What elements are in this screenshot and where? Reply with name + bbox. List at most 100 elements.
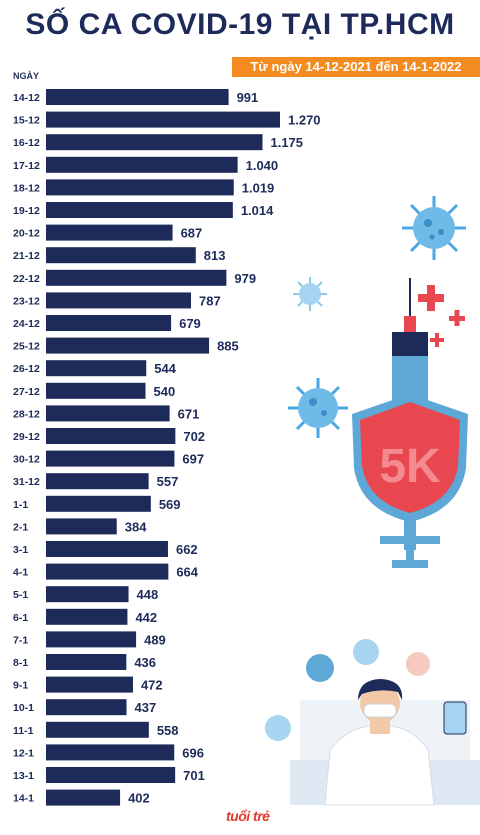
data-label: 569 (159, 497, 181, 512)
y-tick-label: 21-12 (13, 250, 40, 262)
data-label: 1.175 (270, 135, 303, 150)
y-tick-label: 14-1 (13, 793, 34, 805)
bar (46, 676, 133, 693)
bar (46, 699, 127, 716)
data-label: 1.270 (288, 113, 321, 128)
y-tick-label: 4-1 (13, 567, 28, 579)
y-tick-label: 31-12 (13, 476, 40, 488)
shield-icon: 5K (352, 394, 468, 522)
data-label: 702 (183, 429, 205, 444)
bar (46, 156, 238, 173)
data-label: 696 (182, 745, 204, 760)
data-label: 557 (157, 474, 179, 489)
y-tick-label: 30-12 (13, 454, 40, 466)
data-label: 448 (137, 587, 159, 602)
y-tick-label: 26-12 (13, 363, 40, 375)
data-label: 664 (176, 565, 198, 580)
data-label: 437 (135, 700, 157, 715)
data-label: 687 (181, 226, 203, 241)
y-tick-label: 5-1 (13, 589, 28, 601)
y-tick-label: 11-1 (13, 725, 34, 737)
data-label: 1.019 (242, 180, 275, 195)
bar (46, 789, 121, 806)
brand-logo: tuổi trẻ (226, 808, 270, 824)
data-label: 701 (183, 768, 205, 783)
data-label: 402 (128, 791, 150, 806)
data-label: 1.040 (246, 158, 279, 173)
data-label: 384 (125, 519, 147, 534)
y-tick-label: 6-1 (13, 612, 28, 624)
data-label: 558 (157, 723, 179, 738)
y-tick-label: 12-1 (13, 747, 34, 759)
y-tick-label: 3-1 (13, 544, 28, 556)
chart-title: SỐ CA COVID-19 TẠI TP.HCM (25, 8, 455, 41)
shield-label: 5K (379, 440, 441, 493)
data-label: 436 (134, 655, 156, 670)
y-tick-label: 2-1 (13, 521, 28, 533)
data-label: 1.014 (241, 203, 274, 218)
bar (46, 405, 170, 422)
bar (46, 269, 227, 286)
data-label: 885 (217, 339, 239, 354)
bar (46, 224, 173, 241)
virus-icon (402, 196, 466, 260)
data-label: 472 (141, 678, 163, 693)
virus-icon (293, 277, 327, 311)
y-tick-label: 15-12 (13, 115, 40, 127)
bar (46, 767, 176, 783)
y-tick-label: 13-1 (13, 770, 34, 782)
bar (46, 382, 146, 399)
bar (46, 450, 175, 467)
bar (46, 518, 117, 535)
data-label: 787 (199, 293, 221, 308)
y-tick-label: 27-12 (13, 386, 40, 398)
y-axis-title: NGÀY (13, 71, 39, 81)
bar (46, 428, 176, 444)
y-tick-label: 10-1 (13, 702, 34, 714)
y-tick-label: 19-12 (13, 205, 40, 217)
y-tick-label: 20-12 (13, 228, 40, 240)
bar (46, 179, 234, 196)
bar (46, 337, 210, 354)
data-label: 540 (153, 384, 175, 399)
bar (46, 111, 280, 128)
bar (46, 608, 128, 625)
data-label: 442 (135, 610, 157, 625)
y-tick-label: 7-1 (13, 634, 28, 646)
bar (46, 473, 149, 490)
y-tick-label: 14-12 (13, 92, 40, 104)
bars-layer: 14-12 991 15-12 1.270 16-12 1.175 17-12 1.040 18… (13, 89, 321, 806)
doctor-scene (265, 639, 480, 806)
y-tick-label: 18-12 (13, 182, 40, 194)
y-tick-label: 23-12 (13, 295, 40, 307)
data-label: 979 (234, 271, 256, 286)
bar (46, 563, 169, 580)
data-label: 813 (204, 248, 226, 263)
y-tick-label: 17-12 (13, 160, 40, 172)
data-label: 544 (154, 361, 176, 376)
y-tick-label: 16-12 (13, 137, 40, 149)
data-label: 991 (237, 90, 259, 105)
y-tick-label: 1-1 (13, 499, 28, 511)
y-tick-label: 22-12 (13, 273, 40, 285)
data-label: 671 (178, 406, 200, 421)
bar (46, 89, 229, 105)
data-label: 489 (144, 632, 166, 647)
bar (46, 495, 151, 512)
bar (46, 721, 149, 738)
bar (46, 744, 175, 761)
bar (46, 654, 127, 670)
bar (46, 360, 147, 377)
data-label: 662 (176, 542, 198, 557)
bar (46, 134, 263, 151)
y-tick-label: 29-12 (13, 431, 40, 443)
bar (46, 631, 137, 648)
bar (46, 247, 196, 264)
bar (46, 315, 172, 331)
bar (46, 541, 168, 557)
bar (46, 586, 129, 603)
y-tick-label: 28-12 (13, 408, 40, 420)
plus-icon (418, 285, 465, 347)
